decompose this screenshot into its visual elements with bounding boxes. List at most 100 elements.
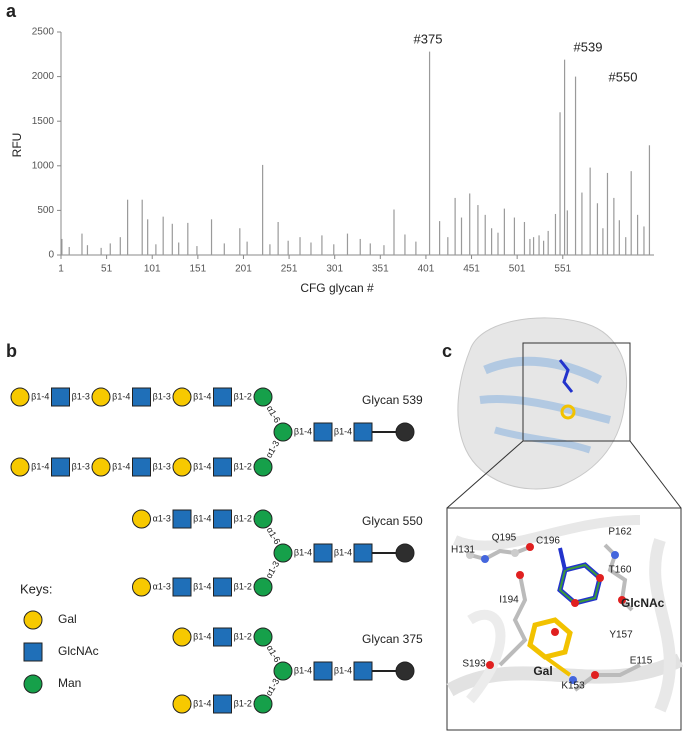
panel-label: a [6, 1, 17, 21]
bar [574, 76, 577, 255]
bar [625, 237, 627, 255]
x-tick-label: 201 [235, 264, 252, 275]
bar [439, 221, 441, 255]
linkage-label: β1-2 [234, 698, 252, 708]
gal-symbol [91, 387, 111, 407]
glcnac-symbol [213, 457, 232, 477]
bar [223, 243, 225, 255]
link-bg [110, 392, 133, 402]
panel-label: b [6, 341, 17, 361]
annotation: #550 [609, 69, 638, 84]
glcnac-symbol [353, 422, 373, 442]
linkage-label: β1-2 [234, 631, 252, 641]
gal-symbol [91, 457, 111, 477]
linkage-label: β1-4 [294, 426, 312, 436]
linkage-label: β1-2 [234, 461, 252, 471]
link-bg [231, 582, 254, 592]
sugar-label: GlcNAc [621, 596, 665, 610]
link-bg [231, 632, 254, 642]
y-axis-title: RFU [10, 133, 24, 158]
linkage-label: β1-3 [72, 391, 90, 401]
bar [277, 221, 279, 255]
bar [187, 222, 189, 255]
linkage-label: β1-4 [294, 665, 312, 675]
bar [359, 238, 361, 255]
bar [447, 237, 449, 255]
bar [469, 193, 471, 255]
linkage-label: β1-4 [294, 547, 312, 557]
man-symbol [253, 509, 273, 529]
residue-label: I194 [499, 595, 519, 606]
bar [147, 219, 149, 255]
man-symbol [253, 577, 273, 597]
glcnac-symbol [353, 543, 373, 563]
gal-symbol [172, 387, 192, 407]
x-tick-label: 151 [190, 264, 207, 275]
bar [310, 242, 312, 255]
bar [428, 51, 431, 256]
link-bg [150, 514, 173, 524]
x-tick-label: 301 [326, 264, 343, 275]
bar [383, 245, 385, 255]
link-bg [69, 392, 92, 402]
man-symbol [273, 661, 293, 681]
gal-symbol [172, 457, 192, 477]
bar [484, 214, 486, 255]
bar [333, 244, 335, 255]
x-tick-label: 51 [101, 264, 113, 275]
gal-symbol [172, 627, 192, 647]
glcnac-symbol [213, 694, 232, 714]
x-tick-label: 251 [281, 264, 298, 275]
bar [210, 219, 213, 255]
bar [126, 199, 129, 255]
x-tick-label: 1 [58, 264, 64, 275]
x-tick-label: 101 [144, 264, 161, 275]
bar [532, 237, 535, 255]
glcnac-symbol [353, 661, 373, 681]
y-tick-label: 1000 [32, 160, 55, 171]
y-tick-label: 1500 [32, 116, 55, 127]
bar [287, 240, 289, 255]
binding-site-inset [446, 507, 684, 731]
bar [543, 240, 545, 255]
bar [648, 145, 651, 255]
bar [393, 209, 395, 255]
link-bg [231, 392, 254, 402]
glycan-name: Glycan 375 [362, 632, 423, 646]
bar [618, 220, 620, 255]
linkage-label: β1-2 [234, 391, 252, 401]
man-symbol [23, 674, 43, 694]
key-label: GlcNAc [58, 644, 99, 658]
gal-symbol [132, 577, 151, 597]
residue-label: H131 [451, 545, 475, 556]
x-tick-label: 401 [418, 264, 435, 275]
man-symbol [253, 457, 273, 477]
man-symbol [253, 387, 273, 407]
gal-symbol [172, 694, 192, 714]
man-symbol [253, 694, 273, 714]
linkage-label: β1-2 [234, 581, 252, 591]
link-bg [231, 514, 254, 524]
glcnac-symbol [51, 457, 70, 477]
glcnac-symbol [172, 509, 192, 529]
residue-label: Y157 [609, 630, 633, 641]
glcnac-symbol [23, 642, 43, 662]
bar [86, 245, 89, 255]
link-bg [191, 514, 214, 524]
bar [369, 243, 371, 255]
man-symbol [273, 543, 293, 563]
glcnac-symbol [313, 543, 333, 563]
reducing-end-symbol [395, 422, 415, 442]
link-bg [29, 392, 52, 402]
link-bg [150, 392, 173, 402]
protein-surface [446, 317, 682, 509]
linkage-label: α1-3 [153, 581, 171, 591]
linkage-label: β1-4 [193, 513, 211, 523]
glcnac-symbol [313, 422, 333, 442]
gal-symbol [10, 387, 30, 407]
bar [491, 228, 493, 255]
bar [581, 192, 583, 255]
key-label: Gal [58, 612, 77, 626]
link-bg [110, 462, 133, 472]
key-label: Man [58, 676, 81, 690]
